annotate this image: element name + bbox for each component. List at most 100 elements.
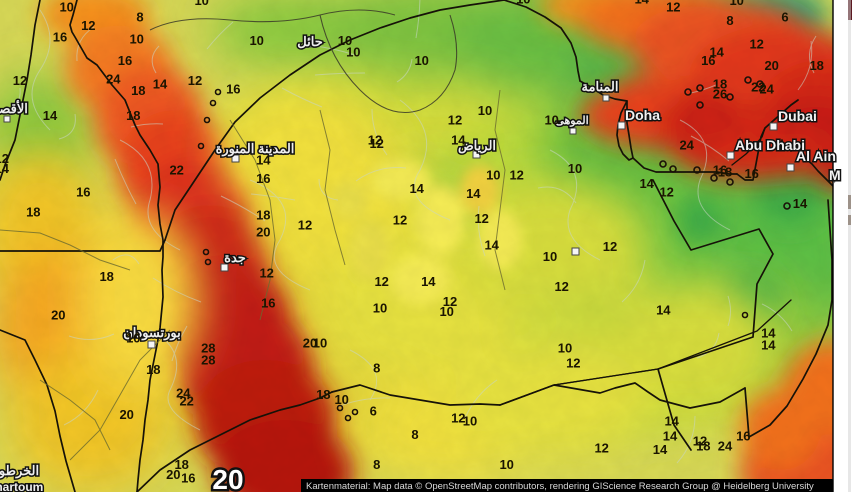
svg-text:14: 14 (409, 181, 424, 196)
svg-text:16: 16 (256, 171, 270, 186)
svg-text:16: 16 (744, 166, 758, 181)
svg-text:Doha: Doha (625, 107, 660, 123)
svg-text:10: 10 (414, 53, 428, 68)
svg-text:14: 14 (793, 196, 808, 211)
svg-text:10: 10 (486, 168, 500, 183)
svg-text:12: 12 (474, 211, 488, 226)
svg-text:10: 10 (313, 336, 327, 351)
svg-text:22: 22 (169, 163, 183, 178)
svg-text:8: 8 (411, 427, 418, 442)
svg-text:16: 16 (226, 81, 240, 96)
svg-text:14: 14 (0, 161, 10, 176)
svg-text:18: 18 (316, 387, 330, 402)
svg-text:12: 12 (13, 73, 27, 88)
svg-text:12: 12 (749, 36, 763, 51)
svg-text:16: 16 (76, 184, 90, 199)
svg-text:الأقصر: الأقصر (0, 100, 28, 117)
svg-text:8: 8 (136, 10, 143, 25)
svg-text:16: 16 (701, 53, 715, 68)
svg-text:12: 12 (594, 440, 608, 455)
svg-text:المدينة المنورة: المدينة المنورة (216, 141, 295, 157)
svg-text:8: 8 (373, 457, 380, 472)
svg-text:الموهى: الموهى (555, 115, 588, 127)
svg-text:12: 12 (666, 0, 680, 15)
svg-text:10: 10 (129, 31, 143, 46)
svg-text:24: 24 (106, 71, 121, 86)
svg-text:6: 6 (370, 404, 377, 419)
svg-text:18: 18 (146, 362, 160, 377)
svg-text:18: 18 (99, 269, 113, 284)
svg-text:12: 12 (448, 113, 462, 128)
svg-text:20: 20 (256, 224, 270, 239)
svg-text:12: 12 (393, 213, 407, 228)
svg-text:12: 12 (509, 168, 523, 183)
svg-text:10: 10 (463, 414, 477, 429)
svg-text:14: 14 (639, 176, 654, 191)
svg-text:10: 10 (346, 45, 360, 60)
svg-text:10: 10 (543, 249, 557, 264)
svg-text:28: 28 (201, 352, 215, 367)
svg-text:10: 10 (334, 392, 348, 407)
svg-text:18: 18 (809, 58, 823, 73)
svg-text:جدة: جدة (224, 250, 246, 265)
svg-text:10: 10 (439, 304, 453, 319)
svg-text:8: 8 (726, 13, 733, 28)
svg-text:12: 12 (368, 133, 382, 148)
svg-text:14: 14 (634, 0, 649, 6)
svg-text:22: 22 (179, 394, 193, 409)
svg-text:20: 20 (119, 407, 133, 422)
svg-text:16: 16 (118, 53, 132, 68)
svg-text:الخرطوم: الخرطوم (0, 463, 39, 479)
svg-text:18: 18 (696, 439, 710, 454)
svg-text:14: 14 (153, 76, 168, 91)
svg-text:10: 10 (558, 341, 572, 356)
svg-text:20: 20 (51, 307, 65, 322)
svg-text:8: 8 (373, 360, 380, 375)
svg-text:12: 12 (374, 274, 388, 289)
svg-text:12: 12 (81, 18, 95, 33)
svg-text:10: 10 (568, 161, 582, 176)
svg-text:14: 14 (466, 186, 481, 201)
svg-text:حائل: حائل (297, 34, 322, 49)
svg-text:18: 18 (718, 164, 732, 179)
svg-text:10: 10 (478, 103, 492, 118)
svg-text:10: 10 (499, 457, 513, 472)
svg-text:18: 18 (126, 108, 140, 123)
svg-text:Kartenmaterial: Map data © Ope: Kartenmaterial: Map data © OpenStreetMap… (306, 481, 814, 492)
svg-text:14: 14 (653, 442, 668, 457)
svg-text:16: 16 (53, 30, 67, 45)
svg-text:10: 10 (516, 0, 530, 6)
svg-text:12: 12 (259, 266, 273, 281)
svg-text:26: 26 (713, 86, 727, 101)
svg-text:14: 14 (256, 153, 271, 168)
svg-text:Al Ain: Al Ain (796, 148, 836, 164)
svg-text:18: 18 (26, 204, 40, 219)
svg-text:16: 16 (181, 470, 195, 485)
svg-text:24: 24 (679, 138, 694, 153)
svg-text:10: 10 (544, 113, 558, 128)
svg-text:14: 14 (761, 337, 776, 352)
svg-text:Abu Dhabi: Abu Dhabi (735, 137, 805, 153)
svg-text:12: 12 (188, 73, 202, 88)
svg-text:16: 16 (261, 296, 275, 311)
svg-text:10: 10 (126, 331, 140, 346)
svg-text:Khartoum: Khartoum (0, 480, 43, 492)
svg-text:12: 12 (603, 239, 617, 254)
svg-text:20: 20 (166, 467, 180, 482)
svg-text:10: 10 (729, 0, 743, 8)
svg-text:10: 10 (194, 0, 208, 8)
svg-text:16: 16 (736, 429, 750, 444)
svg-text:10: 10 (59, 0, 73, 15)
svg-text:18: 18 (131, 83, 145, 98)
svg-text:14: 14 (656, 302, 671, 317)
svg-text:المنامة: المنامة (582, 79, 619, 94)
svg-text:14: 14 (43, 108, 58, 123)
svg-text:20: 20 (764, 58, 778, 73)
svg-text:24: 24 (759, 81, 774, 96)
svg-text:Dubai: Dubai (778, 108, 817, 124)
svg-text:24: 24 (718, 439, 733, 454)
svg-text:10: 10 (249, 33, 263, 48)
svg-text:6: 6 (781, 10, 788, 25)
svg-text:14: 14 (484, 237, 499, 252)
svg-text:12: 12 (566, 356, 580, 371)
